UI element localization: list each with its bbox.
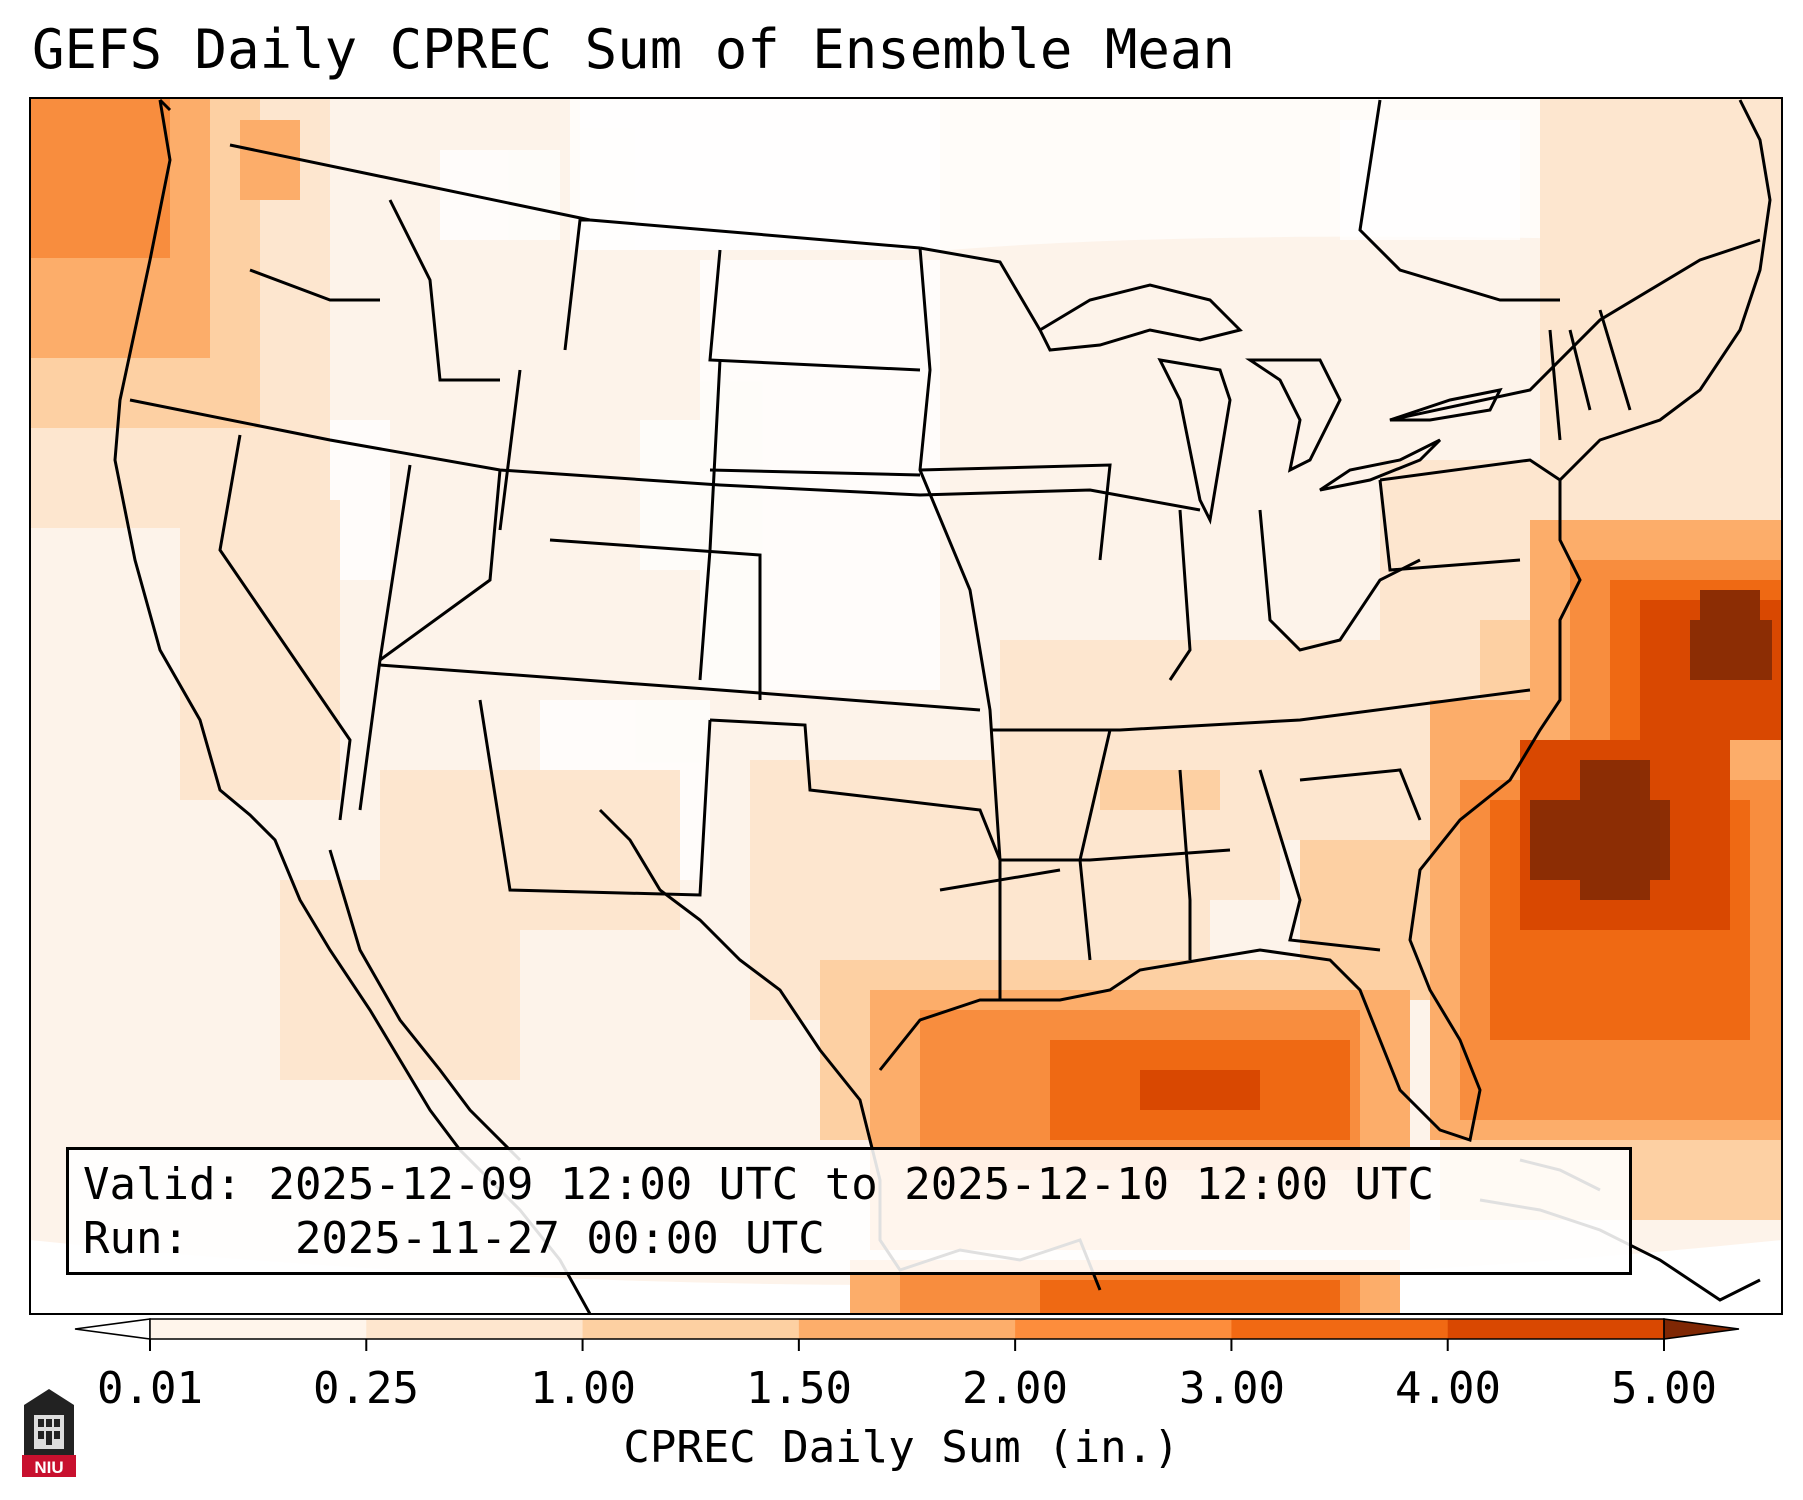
state-borders <box>129 98 1761 1000</box>
colorbar-segment <box>366 1319 584 1339</box>
logo-text: NIU <box>34 1458 63 1477</box>
colorbar-tick-label: 0.25 <box>313 1363 419 1414</box>
colorbar-tick-label: 0.01 <box>97 1363 203 1414</box>
colorbar-tick-label: 5.00 <box>1611 1363 1717 1414</box>
coastline <box>113 99 1772 1314</box>
run-value: 2025-11-27 00:00 UTC <box>294 1213 825 1264</box>
colorbar-label: CPREC Daily Sum (in.) <box>623 1422 1180 1473</box>
info-box: Valid: 2025-12-09 12:00 UTC to 2025-12-1… <box>66 1147 1632 1275</box>
colorbar-segment <box>1015 1319 1232 1339</box>
colorbar-tick-label: 2.00 <box>962 1363 1068 1414</box>
colorbar <box>74 1318 1740 1351</box>
colorbar-segment <box>150 1319 367 1339</box>
colorbar-tick-label: 1.00 <box>530 1363 636 1414</box>
colorbar-extend-over <box>1663 1318 1740 1340</box>
colorbar-segment <box>582 1319 800 1339</box>
plot-frame <box>29 97 1783 1315</box>
colorbar-segment <box>1447 1319 1665 1339</box>
colorbar-tick-label: 3.00 <box>1179 1363 1285 1414</box>
colorbar-extend-under <box>74 1318 151 1340</box>
great-lakes <box>1038 283 1503 525</box>
precip-field-500 <box>1530 590 1772 900</box>
colorbar-segment <box>798 1319 1016 1339</box>
colorbar-tick-label: 1.50 <box>746 1363 852 1414</box>
valid-value: 2025-12-09 12:00 UTC to 2025-12-10 12:00… <box>268 1159 1435 1210</box>
run-label: Run: <box>83 1213 189 1264</box>
valid-label: Valid: <box>83 1159 242 1210</box>
niu-logo-icon: NIU <box>22 1389 76 1477</box>
colorbar-segment <box>1231 1319 1449 1339</box>
map-title: GEFS Daily CPREC Sum of Ensemble Mean <box>32 18 1235 81</box>
colorbar-frame <box>149 1318 1665 1340</box>
colorbar-tick-label: 4.00 <box>1395 1363 1501 1414</box>
